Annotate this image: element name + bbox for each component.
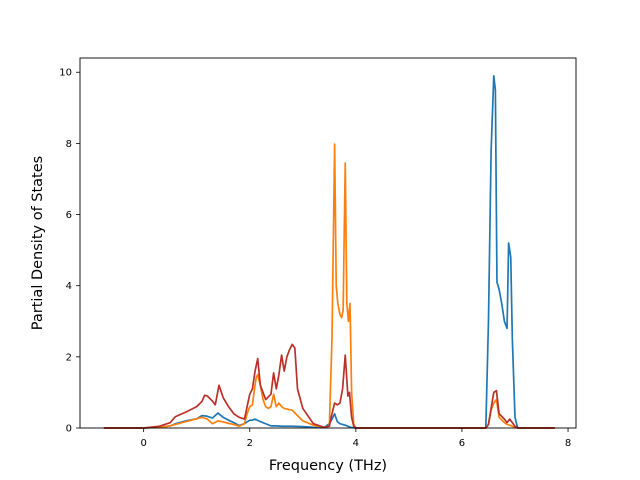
y-axis-ticks: 0 2 4 6 8 10 (59, 68, 80, 435)
x-tick-label: 8 (565, 438, 571, 449)
series-line-1 (103, 74, 555, 429)
y-tick-label: 0 (66, 424, 72, 435)
x-tick-label: 2 (247, 438, 253, 449)
plot-background (80, 58, 576, 428)
x-axis-ticks: 0 2 4 6 8 (140, 428, 571, 449)
y-axis-label: Partial Density of States (30, 156, 46, 330)
plot-frame (79, 57, 577, 429)
x-tick-label: 4 (353, 438, 359, 449)
series-line-3 (103, 343, 555, 429)
y-tick-label: 10 (59, 68, 72, 79)
y-tick-label: 4 (66, 281, 72, 292)
x-tick-label: 6 (459, 438, 465, 449)
x-tick-label: 0 (140, 438, 146, 449)
x-axis-label: Frequency (THz) (269, 458, 387, 474)
y-tick-label: 8 (66, 139, 72, 150)
y-tick-label: 2 (66, 352, 72, 363)
series-layer (103, 74, 555, 429)
y-tick-label: 6 (66, 210, 72, 221)
